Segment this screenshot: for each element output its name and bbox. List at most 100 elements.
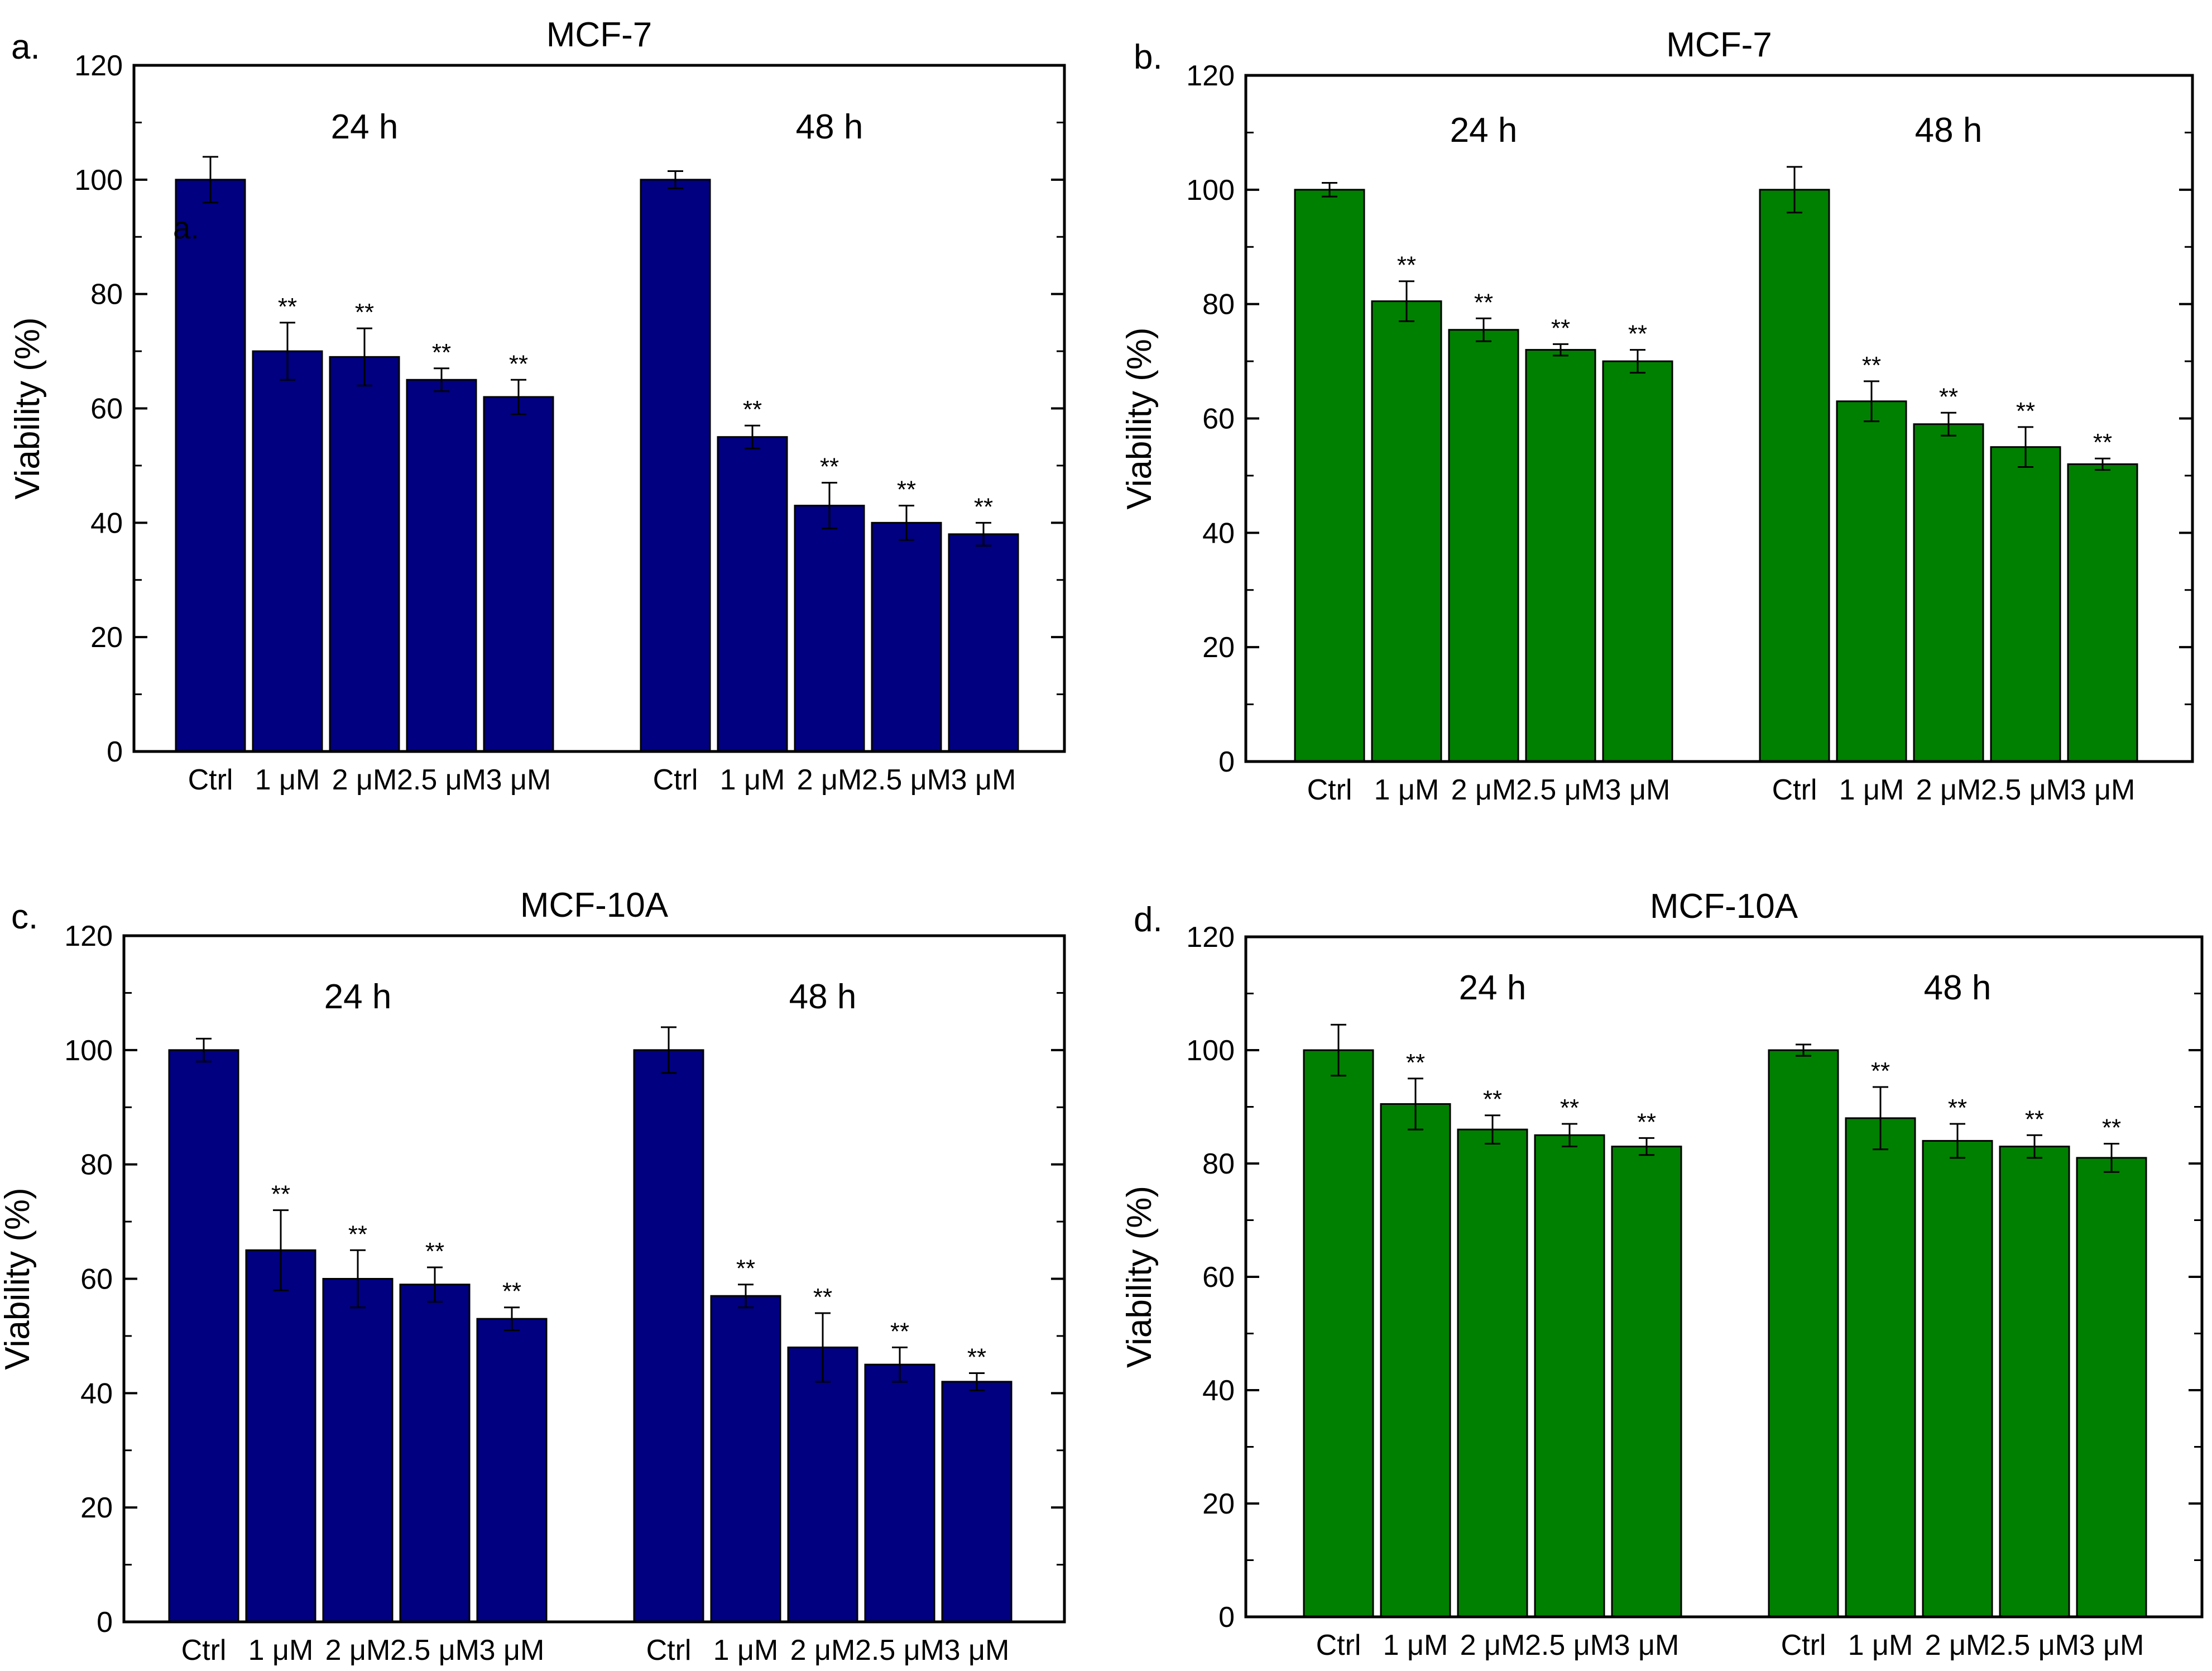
bar — [245, 1249, 316, 1623]
bar — [322, 1278, 394, 1623]
x-tick-label: 2.5 μM — [1981, 774, 2070, 806]
bar — [406, 379, 477, 753]
bar — [1990, 446, 2061, 763]
significance-marker: ** — [967, 1343, 986, 1371]
y-tick-label: 120 — [74, 50, 123, 82]
plot-frame — [122, 934, 1066, 1624]
y-tick-label: 20 — [80, 1492, 113, 1524]
bar — [329, 356, 400, 753]
x-tick-label: 1 μM — [713, 1634, 779, 1667]
group-label: 24 h — [324, 978, 392, 1016]
group-label: 24 h — [1450, 111, 1518, 150]
y-tick-label: 0 — [1218, 746, 1235, 778]
x-tick-label: 2 μM — [325, 1634, 391, 1667]
y-tick-label: 120 — [1186, 921, 1235, 954]
x-tick-label: 2 μM — [1460, 1629, 1525, 1662]
bar — [2067, 463, 2138, 763]
significance-marker: ** — [897, 476, 916, 504]
significance-marker: ** — [1871, 1057, 1890, 1085]
x-tick-label: Ctrl — [1772, 774, 1817, 806]
significance-marker: ** — [2025, 1105, 2044, 1133]
significance-marker: ** — [736, 1255, 755, 1282]
bar — [1768, 1049, 1839, 1618]
significance-marker: ** — [2102, 1114, 2121, 1141]
x-tick-label: 1 μM — [1839, 774, 1904, 806]
significance-marker: ** — [2093, 429, 2112, 456]
x-tick-label: 2 μM — [797, 764, 862, 796]
significance-marker: ** — [1948, 1094, 1967, 1122]
significance-marker: ** — [271, 1181, 290, 1208]
chart-title: MCF-10A — [1650, 887, 1798, 926]
bar — [633, 1049, 704, 1623]
significance-marker: ** — [1637, 1108, 1656, 1136]
y-tick-label: 60 — [1202, 1261, 1235, 1294]
x-tick-label: 2 μM — [1916, 774, 1981, 806]
panel-a: a. MCF-7 Viability (%) 0 20 40 60 80 100 120 24 h C… — [8, 16, 1066, 796]
group-label: 24 h — [1459, 969, 1527, 1007]
x-tick-label: 3 μM — [944, 1634, 1010, 1667]
x-tick-label: 3 μM — [486, 764, 551, 796]
x-tick-label: Ctrl — [188, 764, 233, 796]
y-tick-label: 120 — [64, 920, 113, 952]
significance-marker: ** — [1560, 1094, 1579, 1122]
x-tick-label: 3 μM — [1605, 774, 1671, 806]
plot-frame — [132, 64, 1066, 753]
bar — [1602, 360, 1673, 763]
significance-marker: ** — [1862, 352, 1881, 379]
bar — [1525, 349, 1596, 763]
significance-marker: ** — [509, 350, 528, 377]
bar — [941, 1381, 1013, 1623]
bar — [1922, 1139, 1993, 1618]
y-axis-label: Viability (%) — [8, 317, 47, 499]
y-tick-label: 0 — [97, 1606, 113, 1639]
y-tick-label: 100 — [74, 164, 123, 197]
x-tick-label: Ctrl — [1307, 774, 1352, 806]
bar — [710, 1295, 781, 1623]
bar — [1759, 189, 1830, 763]
significance-marker: ** — [1397, 252, 1416, 279]
panel-d: d. MCF-10A Viability (%) 0 20 40 60 80 100 120 24 … — [1120, 887, 2204, 1662]
x-tick-label: 1 μM — [1374, 774, 1440, 806]
y-tick-label: 0 — [1218, 1601, 1235, 1634]
x-tick-label: 2 μM — [1451, 774, 1517, 806]
significance-marker: ** — [813, 1284, 832, 1311]
y-tick-label: 120 — [1186, 60, 1235, 92]
significance-marker: ** — [820, 453, 839, 481]
y-tick-label: 40 — [1202, 517, 1235, 549]
significance-marker: ** — [1551, 314, 1570, 342]
y-tick-label: 20 — [1202, 1488, 1235, 1520]
group-label: 24 h — [331, 108, 399, 146]
chart-title: MCF-7 — [1666, 26, 1772, 64]
y-tick-label: 100 — [1186, 174, 1235, 207]
significance-marker: ** — [348, 1220, 367, 1248]
y-tick-label: 60 — [1202, 403, 1235, 435]
y-tick-label: 80 — [1202, 1148, 1235, 1180]
x-tick-label: 1 μM — [1383, 1629, 1448, 1662]
y-tick-label: 100 — [1186, 1035, 1235, 1067]
x-tick-label: 2 μM — [1925, 1629, 1990, 1662]
bar — [864, 1363, 935, 1623]
y-tick-label: 60 — [80, 1263, 113, 1296]
y-tick-label: 40 — [90, 507, 123, 539]
panel-label: c. — [11, 898, 38, 936]
bar — [1999, 1146, 2070, 1618]
x-tick-label: 1 μM — [720, 764, 785, 796]
y-tick-label: 100 — [64, 1035, 113, 1067]
bar — [640, 179, 711, 753]
x-tick-label: 2.5 μM — [397, 764, 486, 796]
bar — [1845, 1117, 1916, 1618]
y-tick-label: 60 — [90, 393, 123, 425]
panel-label: d. — [1134, 901, 1163, 939]
x-tick-label: 1 μM — [255, 764, 320, 796]
x-tick-label: 2.5 μM — [1516, 774, 1605, 806]
bar — [1448, 329, 1519, 763]
significance-marker: ** — [743, 396, 762, 423]
y-tick-label: 40 — [80, 1377, 113, 1410]
bar — [1611, 1146, 1682, 1618]
x-tick-label: 3 μM — [1614, 1629, 1680, 1662]
x-tick-label: 2.5 μM — [390, 1634, 479, 1667]
bar — [252, 350, 323, 753]
significance-marker: ** — [355, 299, 374, 326]
group-label: 48 h — [1924, 969, 1992, 1007]
bar — [175, 179, 246, 753]
